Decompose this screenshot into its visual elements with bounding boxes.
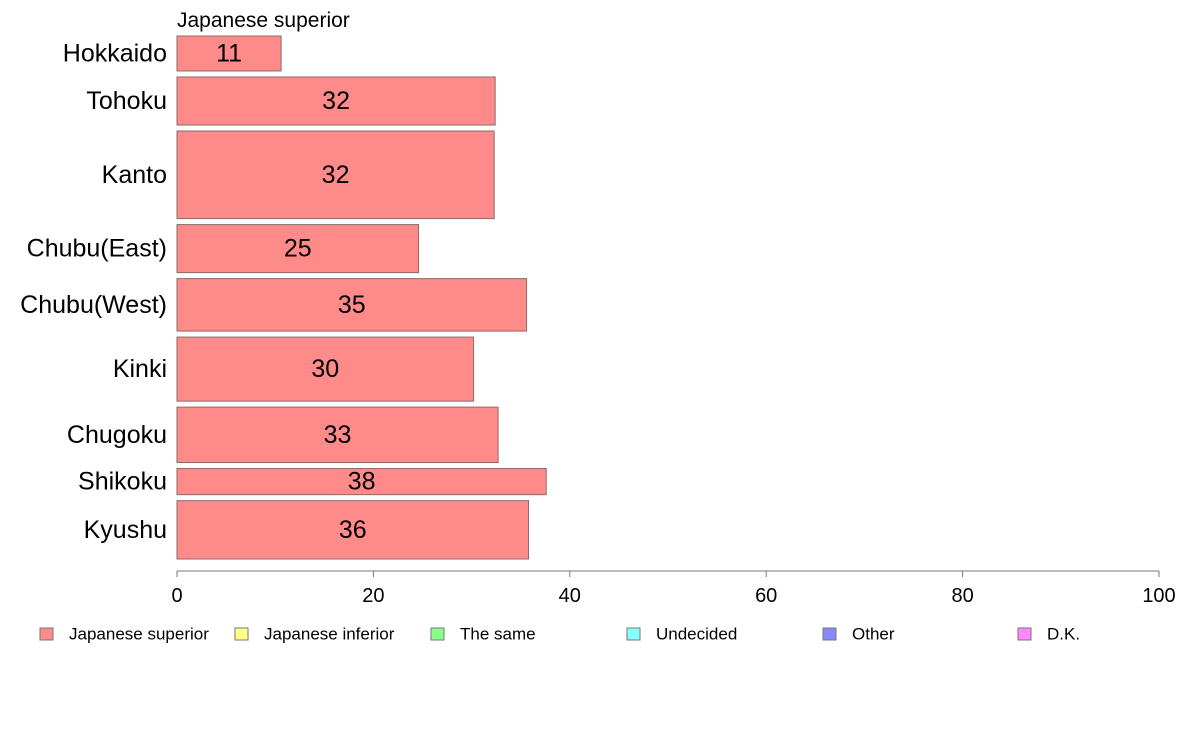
legend-swatch: [39, 627, 54, 641]
x-tick-label: 100: [1142, 585, 1175, 607]
category-label: Tohoku: [86, 87, 167, 115]
data-label: 30: [311, 355, 339, 383]
data-label: 38: [348, 468, 376, 496]
bar: [176, 500, 530, 560]
data-label: 35: [338, 291, 366, 319]
legend-label: D.K.: [1047, 625, 1080, 644]
bar: [176, 278, 528, 332]
data-label: 32: [322, 161, 350, 189]
bar: [176, 224, 420, 274]
category-label: Chugoku: [67, 421, 167, 449]
x-tick-label: 80: [951, 585, 973, 607]
x-tick-label: 60: [755, 585, 777, 607]
bar: [176, 130, 495, 220]
x-axis: 0 20 40 60 80 100: [171, 570, 1176, 607]
bar: [176, 76, 496, 126]
data-label: 25: [284, 235, 312, 263]
legend-label: The same: [460, 625, 536, 644]
category-label: Chubu(West): [20, 291, 167, 319]
category-label: Kinki: [113, 355, 167, 383]
category-label: Kyushu: [84, 516, 167, 544]
legend-label: Other: [852, 625, 895, 644]
legend-swatch: [822, 627, 837, 641]
x-tick-label: 20: [362, 585, 384, 607]
legend-swatch: [1017, 627, 1032, 641]
category-label: Kanto: [102, 161, 167, 189]
category-label: Hokkaido: [63, 39, 167, 67]
legend-swatch: [626, 627, 641, 641]
series-title: Japanese superior: [177, 9, 350, 32]
x-tick-label: 40: [559, 585, 581, 607]
bars-group: Hokkaido 11 Tohoku 32 Kanto 32 Chubu(East) 25 Ch…: [20, 35, 547, 560]
bar: [176, 468, 547, 496]
category-label: Shikoku: [78, 468, 167, 496]
category-label: Chubu(East): [27, 235, 167, 263]
data-label: 32: [322, 87, 350, 115]
legend-label: Japanese inferior: [264, 625, 395, 644]
legend-label: Undecided: [656, 625, 737, 644]
data-label: 11: [216, 39, 242, 67]
legend-swatch: [234, 627, 249, 641]
legend-swatch: [430, 627, 445, 641]
bar: [176, 406, 499, 464]
data-label: 33: [324, 421, 352, 449]
bar: [176, 35, 282, 72]
legend-label: Japanese superior: [69, 625, 209, 644]
x-tick-label: 0: [171, 585, 182, 607]
legend: Japanese superior Japanese inferior The sa…: [39, 625, 1080, 644]
bar: [176, 336, 475, 402]
data-label: 36: [339, 516, 367, 544]
